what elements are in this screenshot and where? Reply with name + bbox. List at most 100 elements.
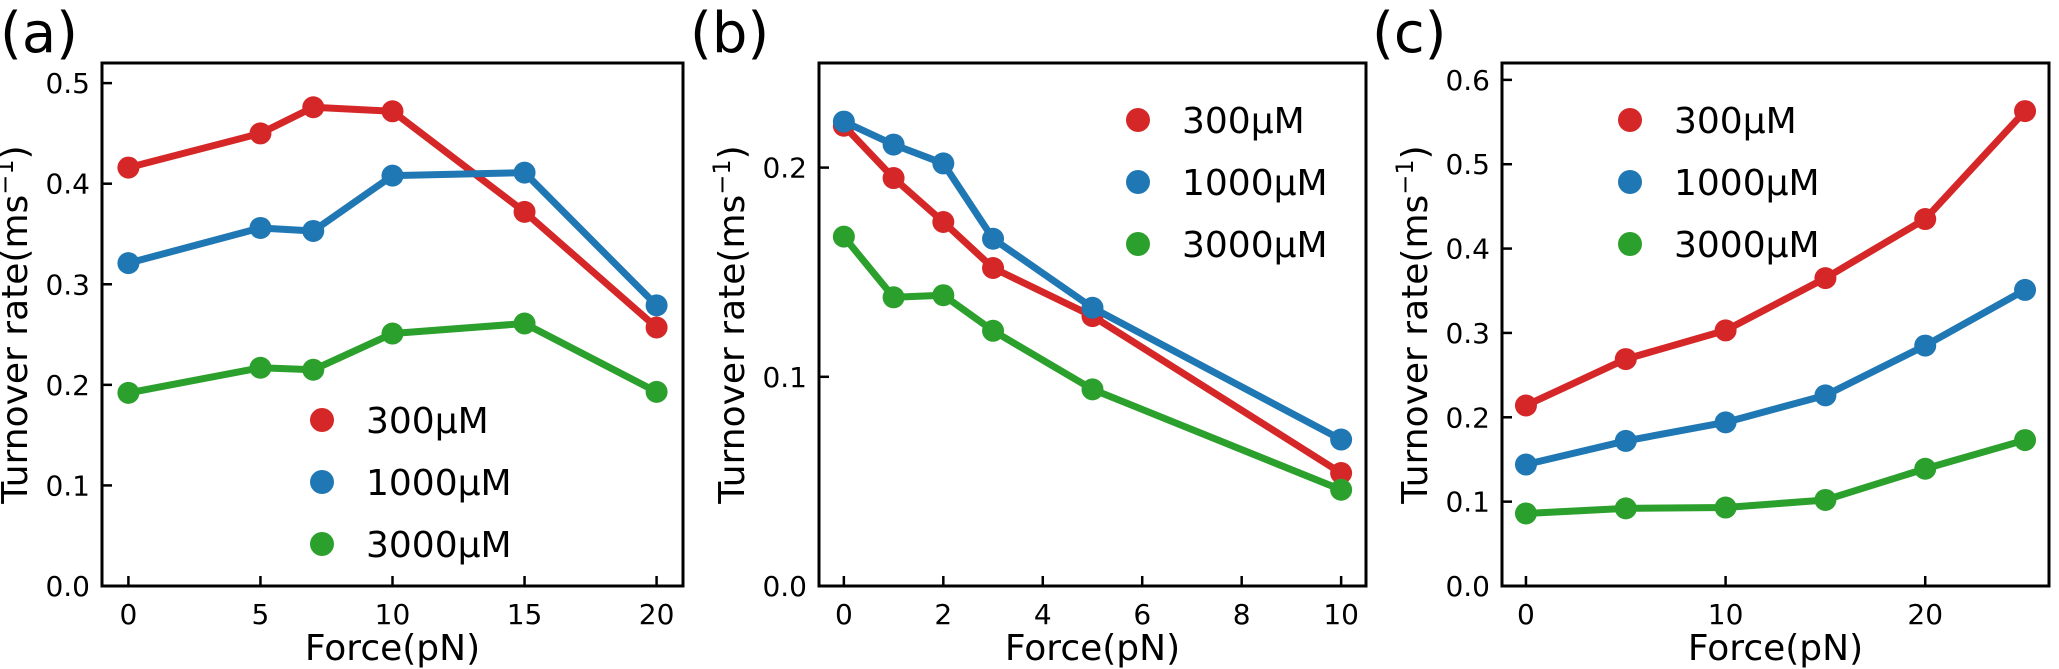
series-1000μM — [832, 110, 1353, 451]
series-1000μM — [1514, 278, 2037, 476]
data-point — [249, 356, 272, 379]
legend-label: 1000μM — [1674, 163, 1820, 204]
x-tick-label: 6 — [1133, 598, 1151, 631]
legend: 300μM 1000μM 3000μM — [310, 401, 512, 566]
legend-label: 300μM — [1182, 101, 1305, 142]
legend-marker — [1126, 232, 1150, 256]
legend-marker — [310, 532, 334, 556]
y-axis-title-close: ) — [712, 145, 753, 159]
x-tick-label: 5 — [252, 598, 270, 631]
series-3000μM — [117, 312, 668, 404]
data-point — [932, 152, 955, 175]
data-point — [1330, 462, 1353, 485]
y-axis-title-main: Turnover rate(ms — [0, 195, 36, 505]
y-axis-title-superscript: −1 — [0, 159, 19, 194]
y-axis-title-main: Turnover rate(ms — [712, 195, 753, 505]
y-tick-label: 0.2 — [762, 152, 807, 185]
legend: 300μM 1000μM 3000μM — [1618, 101, 1820, 266]
data-point — [932, 284, 955, 307]
y-tick-label: 0.4 — [1445, 233, 1490, 266]
data-point — [302, 358, 325, 381]
y-tick-label: 0.0 — [1445, 570, 1490, 603]
data-point — [381, 322, 404, 345]
x-tick-label: 10 — [1323, 598, 1359, 631]
axes-frame — [817, 61, 1368, 588]
series-line — [127, 103, 659, 331]
data-point — [882, 286, 905, 309]
series-300μM — [832, 114, 1353, 485]
data-point — [1814, 488, 1837, 511]
y-axis-title-superscript: −1 — [708, 159, 736, 194]
x-tick-label: 10 — [1708, 598, 1744, 631]
x-tick-label: 0 — [119, 598, 137, 631]
data-point — [513, 200, 536, 223]
data-point — [645, 316, 668, 339]
y-axis-title: Turnover rate(ms−1) — [1391, 145, 1436, 504]
legend-label: 3000μM — [1182, 225, 1328, 266]
data-point — [832, 110, 855, 133]
x-tick-label: 0 — [835, 598, 853, 631]
panel-label: (a) — [0, 1, 78, 66]
y-tick-label: 0.5 — [1445, 148, 1490, 181]
y-tick-label: 0.0 — [762, 570, 807, 603]
legend-marker — [310, 408, 334, 432]
axes-frame — [1500, 61, 2051, 588]
x-tick-label: 15 — [507, 598, 543, 631]
x-tick-label: 0 — [1517, 598, 1535, 631]
data-point — [117, 381, 140, 404]
data-point — [1330, 428, 1353, 451]
data-point — [982, 319, 1005, 342]
data-point — [2014, 429, 2037, 452]
data-point — [513, 161, 536, 184]
y-tick-label: 0.5 — [45, 67, 90, 100]
data-point — [2014, 100, 2037, 123]
y-axis-title: Turnover rate(ms−1) — [708, 145, 753, 504]
x-tick-label: 2 — [934, 598, 952, 631]
panel-label: (b) — [690, 1, 769, 66]
y-axis-title-close: ) — [0, 145, 36, 159]
x-tick-label: 20 — [1907, 598, 1943, 631]
y-axis-title-close: ) — [1395, 145, 1436, 159]
data-point — [249, 216, 272, 239]
chart-panel-b: (b) 0 2 4 6 8 10 0.0 0.1 0.2 Force(pN) Turnover rat… — [690, 1, 1368, 669]
y-tick-label: 0.3 — [1445, 317, 1490, 350]
data-point — [1814, 267, 1837, 290]
data-point — [1614, 497, 1637, 520]
x-tick-label: 10 — [375, 598, 411, 631]
chart-panel-c: (c) 0 10 20 0.0 0.1 0.2 0.3 0.4 0.5 0.6 Force(pN) Tu… — [1372, 1, 2051, 669]
series-300μM — [1514, 100, 2037, 417]
data-point — [882, 167, 905, 190]
legend-marker — [1618, 232, 1642, 256]
data-point — [1914, 208, 1937, 231]
y-tick-label: 0.2 — [45, 369, 90, 402]
y-tick-label: 0.6 — [1445, 64, 1490, 97]
data-point — [117, 252, 140, 275]
data-point — [645, 380, 668, 403]
legend: 300μM 1000μM 3000μM — [1126, 101, 1328, 266]
data-point — [1614, 429, 1637, 452]
x-axis-title: Force(pN) — [1005, 628, 1180, 669]
series-line — [1525, 436, 2027, 517]
series-line — [127, 169, 660, 308]
x-axis-title: Force(pN) — [1688, 628, 1863, 669]
data-point — [2014, 278, 2037, 301]
data-point — [1714, 496, 1737, 519]
series-3000μM — [832, 225, 1353, 501]
legend-label: 3000μM — [1674, 225, 1820, 266]
legend-marker — [1126, 170, 1150, 194]
data-point — [1330, 478, 1353, 501]
data-point — [381, 100, 404, 123]
legend-label: 300μM — [366, 401, 489, 442]
legend-marker — [1618, 108, 1642, 132]
legend-label: 1000μM — [1182, 163, 1328, 204]
x-tick-label: 8 — [1233, 598, 1251, 631]
y-tick-label: 0.3 — [45, 268, 90, 301]
data-point — [1914, 457, 1937, 480]
y-tick-label: 0.1 — [762, 361, 807, 394]
data-point — [1514, 502, 1537, 525]
legend-marker — [310, 470, 334, 494]
y-tick-label: 0.0 — [45, 570, 90, 603]
data-point — [249, 122, 272, 145]
data-point — [1714, 319, 1737, 342]
data-point — [1514, 453, 1537, 476]
